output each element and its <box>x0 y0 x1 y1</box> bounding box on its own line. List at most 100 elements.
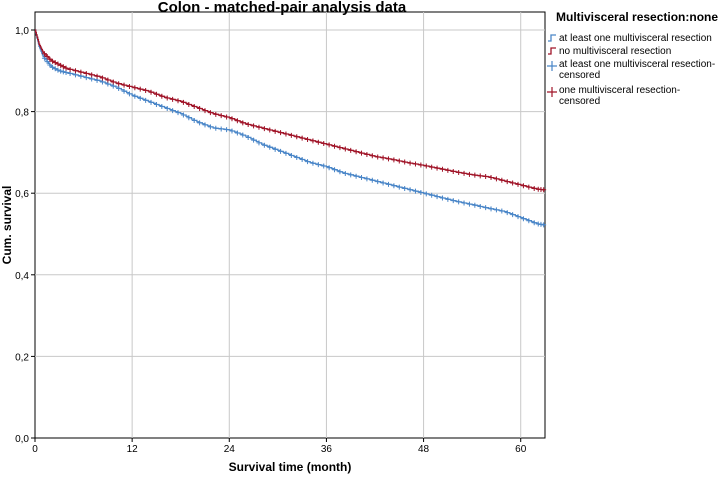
censor-mark <box>337 145 343 151</box>
censor-mark <box>369 177 375 183</box>
censor-mark <box>541 222 547 228</box>
y-tick-label: 0,4 <box>15 271 29 282</box>
censor-mark <box>272 128 278 134</box>
censor-mark <box>391 157 397 163</box>
censor-mark <box>44 59 50 65</box>
x-tick-label: 0 <box>32 444 38 455</box>
censor-marks-1 <box>41 55 547 228</box>
censor-mark <box>412 161 418 167</box>
censor-mark <box>504 179 510 185</box>
censor-mark <box>213 125 219 131</box>
censor-mark <box>418 190 424 196</box>
censor-mark <box>256 124 262 130</box>
censor-mark <box>466 171 472 177</box>
y-tick-label: 1,0 <box>15 26 29 37</box>
censor-mark <box>526 184 532 190</box>
censor-mark <box>278 148 284 154</box>
censor-mark <box>305 159 311 165</box>
censor-mark <box>364 176 370 182</box>
censor-mark <box>116 85 122 91</box>
censor-mark <box>510 180 516 186</box>
legend-censor-swatch <box>547 61 557 71</box>
censor-mark <box>418 162 424 168</box>
censor-mark <box>126 83 132 89</box>
censor-mark <box>515 214 521 220</box>
legend-label: no multivisceral resection <box>559 46 671 57</box>
censor-mark <box>483 205 489 211</box>
censor-mark <box>234 118 240 124</box>
censor-mark <box>186 101 192 107</box>
censor-mark <box>348 172 354 178</box>
censor-mark <box>310 138 316 144</box>
y-tick-label: 0,8 <box>15 108 29 119</box>
censor-mark <box>251 137 257 143</box>
legend-entry-2: no multivisceral resection <box>548 46 671 57</box>
x-tick-label: 24 <box>224 444 236 455</box>
legend-label-line2: censored <box>559 70 600 81</box>
censor-mark <box>153 91 159 97</box>
censor-marks-2 <box>41 51 547 193</box>
censor-mark <box>472 172 478 178</box>
censor-mark <box>164 106 170 112</box>
censor-mark <box>50 58 56 64</box>
censor-mark <box>218 113 224 119</box>
censor-mark <box>261 126 267 132</box>
censor-mark <box>207 110 213 116</box>
censor-mark <box>321 163 327 169</box>
y-tick-label: 0,6 <box>15 189 29 200</box>
censor-mark <box>218 126 224 132</box>
censor-mark <box>461 170 467 176</box>
censor-mark <box>229 128 235 134</box>
censor-mark <box>407 187 413 193</box>
censor-mark <box>353 173 359 179</box>
censor-mark <box>267 127 273 133</box>
legend-step-swatch <box>548 47 556 55</box>
censor-mark <box>137 95 143 101</box>
legend-label: at least one multivisceral resection- <box>559 59 715 70</box>
censor-mark <box>348 147 354 153</box>
censor-mark <box>423 191 429 197</box>
censor-mark <box>526 218 532 224</box>
censor-mark <box>63 65 69 71</box>
legend-entry-3: at least one multivisceral resection-cen… <box>547 59 715 81</box>
legend-entry-1: at least one multivisceral resection <box>548 33 712 44</box>
censor-mark <box>224 114 230 120</box>
censor-mark <box>272 146 278 152</box>
censor-mark <box>170 108 176 114</box>
censor-mark <box>288 132 294 138</box>
censor-mark <box>477 203 483 209</box>
censor-mark <box>180 99 186 105</box>
censor-mark <box>499 177 505 183</box>
censor-mark <box>332 167 338 173</box>
censor-mark <box>202 108 208 114</box>
legend-censor-swatch <box>547 87 557 97</box>
y-axis-label: Cum. survival <box>0 186 14 265</box>
censor-mark <box>105 77 111 83</box>
legend-label: at least one multivisceral resection <box>559 33 712 44</box>
censor-mark <box>402 185 408 191</box>
censor-mark <box>477 173 483 179</box>
censor-mark <box>55 67 61 73</box>
censor-mark <box>520 216 526 222</box>
censor-mark <box>240 120 246 126</box>
censor-mark <box>337 169 343 175</box>
censor-mark <box>229 116 235 122</box>
censor-mark <box>342 146 348 152</box>
censor-mark <box>369 153 375 159</box>
censor-mark <box>175 110 181 116</box>
censor-mark <box>456 169 462 175</box>
censor-mark <box>153 101 159 107</box>
x-tick-label: 12 <box>127 444 139 455</box>
censor-mark <box>520 183 526 189</box>
censor-mark <box>191 117 197 123</box>
censor-mark <box>375 154 381 160</box>
censor-mark <box>359 150 365 156</box>
censor-mark <box>72 68 78 74</box>
censor-mark <box>493 176 499 182</box>
censor-mark <box>364 151 370 157</box>
censor-mark <box>83 71 89 77</box>
chart-title: Colon - matched-pair analysis data <box>158 0 407 16</box>
censor-mark <box>94 73 100 79</box>
censor-mark <box>402 159 408 165</box>
censor-mark <box>143 97 149 103</box>
